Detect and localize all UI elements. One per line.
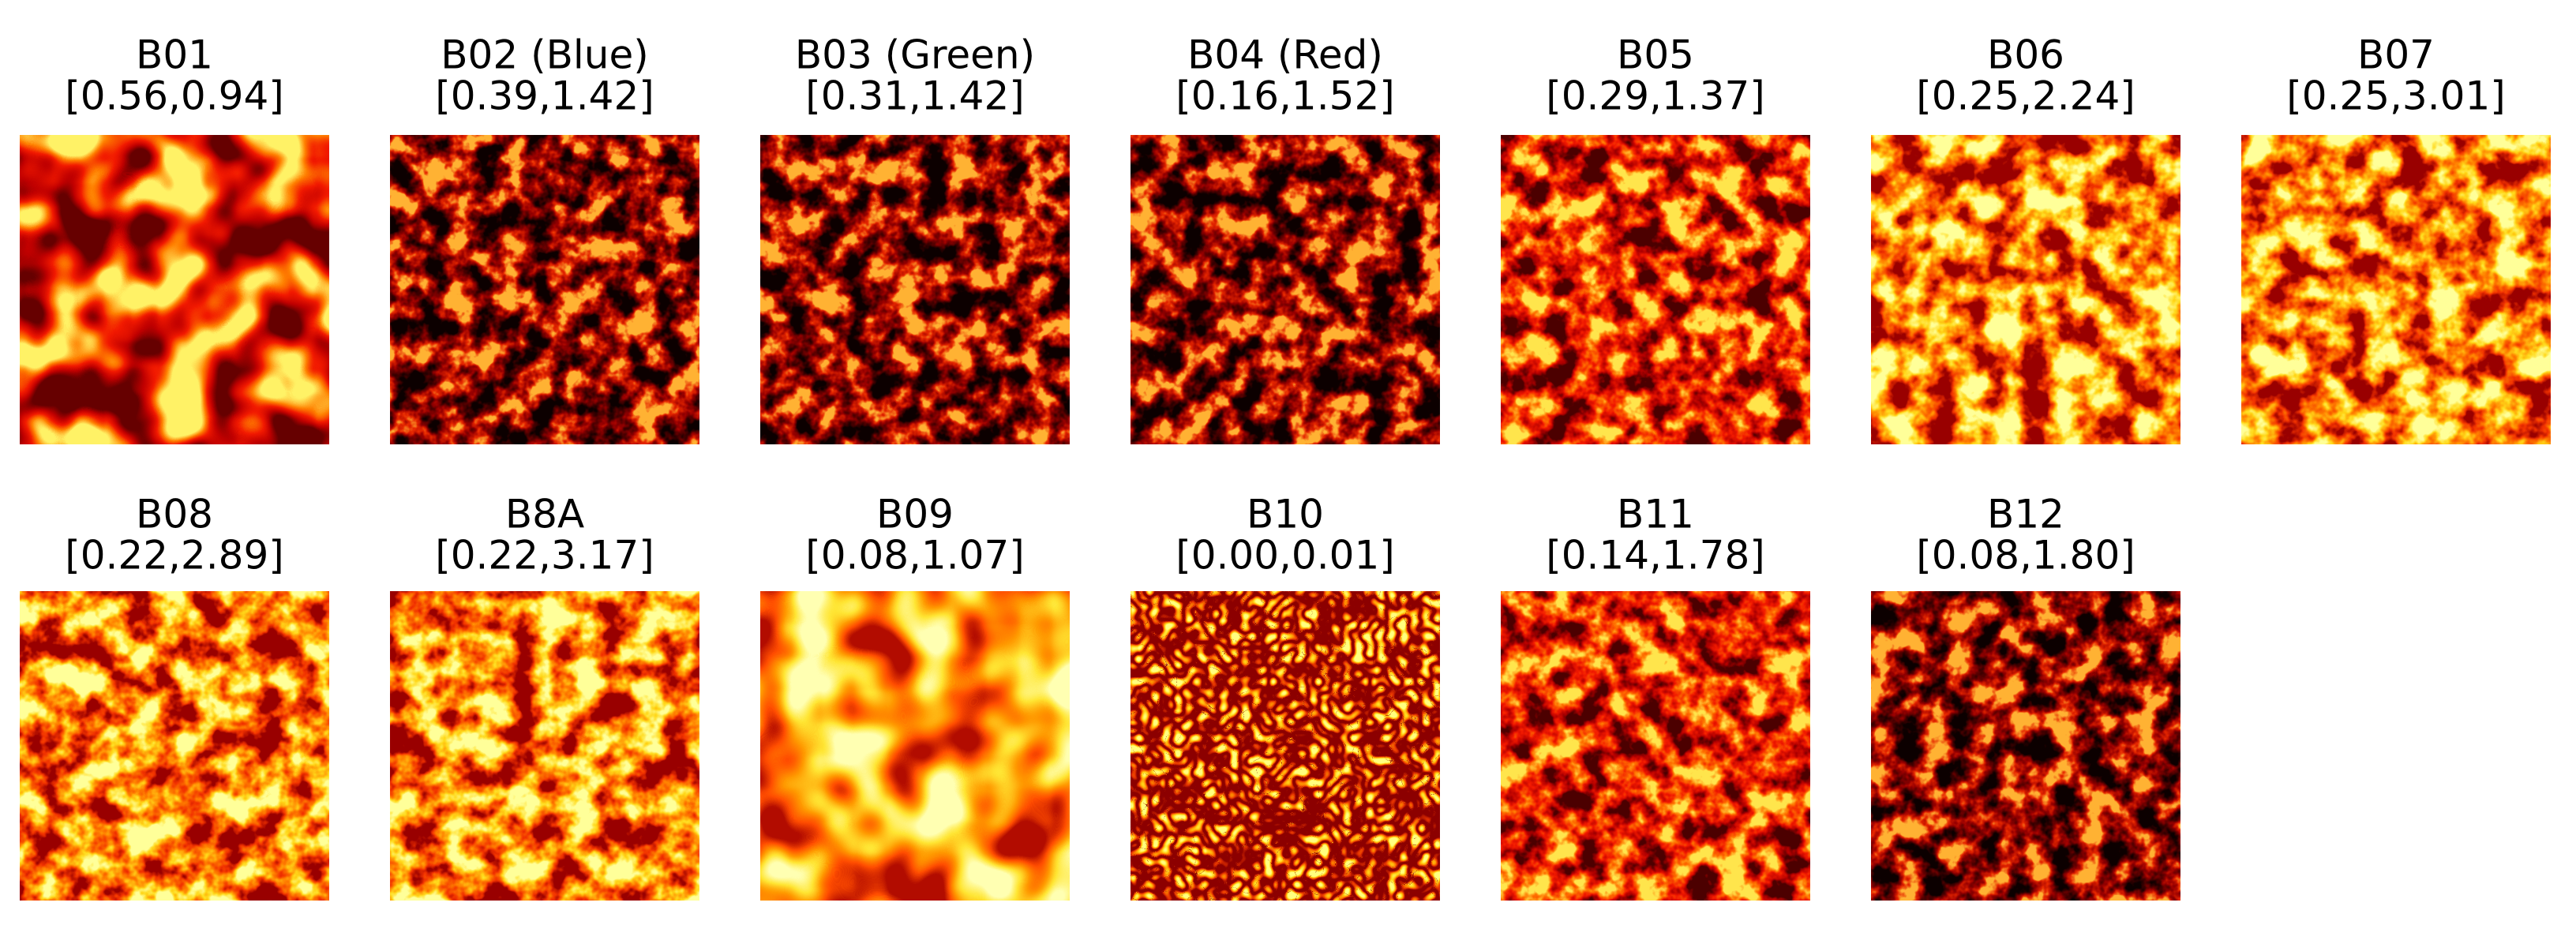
panel-range: [0.08,1.07] [805,533,1025,579]
panel-title: B01 [136,32,213,78]
panel: B03 (Green) [0.31,1.42] [760,32,1070,444]
panel: B06 [0.25,2.24] [1871,32,2180,444]
panel: B08 [0.22,2.89] [20,492,329,901]
band-image [1501,591,1810,901]
panel-title: B02 (Blue) [441,32,648,78]
panel-title: B8A [505,492,584,537]
band-image [1871,591,2180,901]
panel: B07 [0.25,3.01] [2241,32,2551,444]
band-image [390,135,699,444]
panel-range: [0.31,1.42] [805,73,1025,119]
panel-title: B07 [2357,32,2435,78]
band-image [2241,135,2551,444]
panel-range: [0.29,1.37] [1546,73,1765,119]
panel-title: B06 [1987,32,2064,78]
panel: B12 [0.08,1.80] [1871,492,2180,901]
band-image [390,591,699,901]
panel-range: [0.39,1.42] [435,73,654,119]
band-image [1871,135,2180,444]
band-image [760,135,1070,444]
panel-range: [0.25,2.24] [1916,73,2135,119]
panel-range: [0.22,3.17] [435,533,654,579]
panel-title: B03 (Green) [795,32,1035,78]
panel-range: [0.08,1.80] [1916,533,2135,579]
panel-range: [0.25,3.01] [2286,73,2506,119]
panel: B09 [0.08,1.07] [760,492,1070,901]
band-image [20,591,329,901]
panel: B11 [0.14,1.78] [1501,492,1810,901]
panel-range: [0.22,2.89] [65,533,284,579]
band-image [760,591,1070,901]
panel: B04 (Red) [0.16,1.52] [1131,32,1440,444]
panel-range: [0.56,0.94] [65,73,284,119]
panel-title: B11 [1617,492,1694,537]
panel-title: B08 [136,492,213,537]
panel: B05 [0.29,1.37] [1501,32,1810,444]
panel: B10 [0.00,0.01] [1131,492,1440,901]
panel-range: [0.00,0.01] [1176,533,1395,579]
panel-title: B09 [876,492,954,537]
band-image [20,135,329,444]
panel-title: B12 [1987,492,2064,537]
panel-title: B04 (Red) [1187,32,1383,78]
panel-title: B05 [1617,32,1694,78]
panel: B01 [0.56,0.94] [20,32,329,444]
band-image [1131,591,1440,901]
panel: B02 (Blue) [0.39,1.42] [390,32,699,444]
panel-range: [0.14,1.78] [1546,533,1765,579]
band-image [1501,135,1810,444]
panel: B8A [0.22,3.17] [390,492,699,901]
band-image [1131,135,1440,444]
panel-range: [0.16,1.52] [1176,73,1395,119]
panel-title: B10 [1247,492,1324,537]
